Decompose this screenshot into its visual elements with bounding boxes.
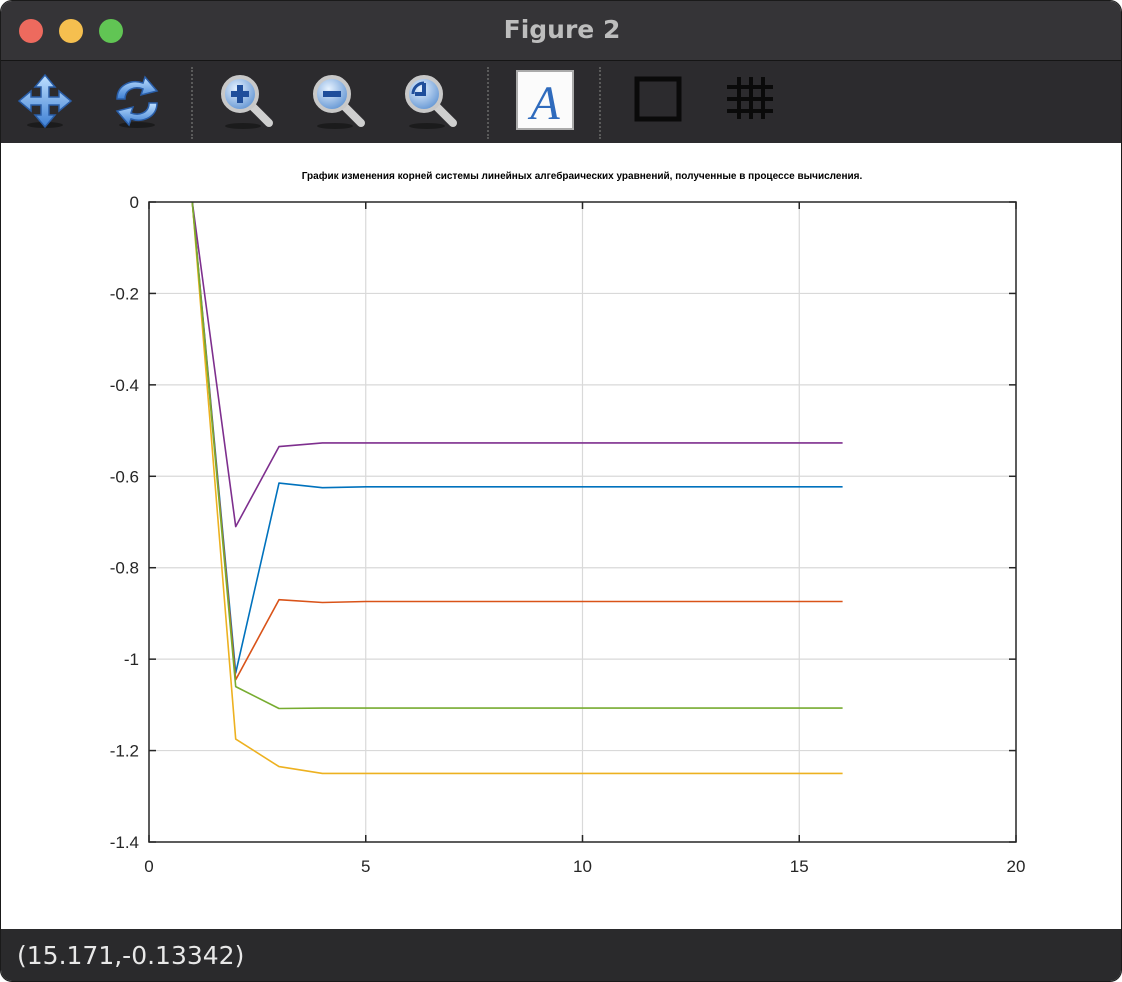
- window-title: Figure 2: [503, 15, 621, 44]
- zoom-in-icon: [221, 75, 273, 129]
- plot-area[interactable]: График изменения корней системы линейных…: [1, 143, 1122, 929]
- zoom-out-icon: [313, 75, 365, 129]
- y-tick-label: -0.8: [110, 559, 139, 578]
- status-bar: (15.171,-0.13342): [1, 929, 1121, 981]
- zoom-out-button[interactable]: [305, 69, 369, 133]
- grid-button[interactable]: [719, 69, 783, 133]
- x-tick-label: 0: [144, 857, 153, 876]
- series-line-4: [191, 201, 843, 528]
- text-icon-letter: A: [527, 77, 560, 130]
- cursor-coordinates: (15.171,-0.13342): [17, 941, 245, 970]
- close-button[interactable]: [19, 19, 43, 43]
- rotate-button[interactable]: [105, 69, 169, 133]
- series-line-2: [191, 201, 843, 681]
- text-button[interactable]: A: [514, 69, 578, 133]
- zoom-reset-icon: [405, 75, 457, 129]
- y-tick-label: -1.2: [110, 742, 139, 761]
- grid-icon: [727, 77, 773, 119]
- title-bar: Figure 2: [1, 1, 1121, 61]
- series-line-3: [191, 201, 843, 775]
- x-tick-label: 5: [361, 857, 370, 876]
- text-icon: A: [516, 70, 574, 130]
- series-line-1: [191, 201, 843, 674]
- chart-title: График изменения корней системы линейных…: [302, 170, 863, 182]
- series-group: [191, 201, 843, 775]
- maximize-button[interactable]: [99, 19, 123, 43]
- zoom-reset-button[interactable]: [397, 69, 461, 133]
- ticks: 0 5 10 15 20 0 -0.2 -0.4 -0.6 -0.8 -1 -1.2 -1.4: [110, 193, 1026, 876]
- toolbar-separator: [599, 67, 601, 139]
- y-tick-label: 0: [130, 193, 139, 212]
- y-tick-label: -0.2: [110, 284, 139, 303]
- y-tick-label: -0.6: [110, 467, 139, 486]
- x-tick-label: 20: [1007, 857, 1026, 876]
- grid: [149, 202, 1016, 842]
- rotate-icon: [115, 75, 159, 128]
- x-tick-label: 10: [573, 857, 592, 876]
- toolbar-separator: [487, 67, 489, 139]
- box-button[interactable]: [627, 69, 691, 133]
- pan-icon: [17, 73, 73, 129]
- minimize-button[interactable]: [59, 19, 83, 43]
- x-tick-label: 15: [790, 857, 809, 876]
- toolbar: A: [1, 61, 1121, 143]
- toolbar-separator: [191, 67, 193, 139]
- y-tick-label: -1.4: [110, 833, 139, 852]
- y-tick-label: -1: [124, 650, 139, 669]
- series-line-5: [191, 201, 843, 710]
- y-tick-label: -0.4: [110, 376, 139, 395]
- zoom-in-button[interactable]: [213, 69, 277, 133]
- pan-button[interactable]: [13, 69, 77, 133]
- line-chart[interactable]: График изменения корней системы линейных…: [1, 143, 1122, 929]
- box-icon: [634, 76, 682, 122]
